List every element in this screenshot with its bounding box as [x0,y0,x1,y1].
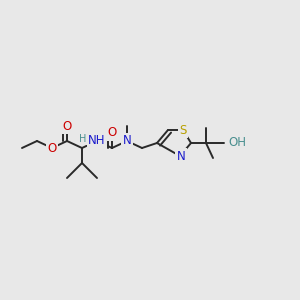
Text: O: O [62,119,72,133]
Text: O: O [107,127,117,140]
Text: S: S [179,124,187,136]
Text: OH: OH [228,136,246,149]
Text: NH: NH [88,134,106,148]
Text: N: N [177,149,185,163]
Text: H: H [79,134,87,144]
Text: O: O [47,142,57,154]
Text: N: N [123,134,131,148]
